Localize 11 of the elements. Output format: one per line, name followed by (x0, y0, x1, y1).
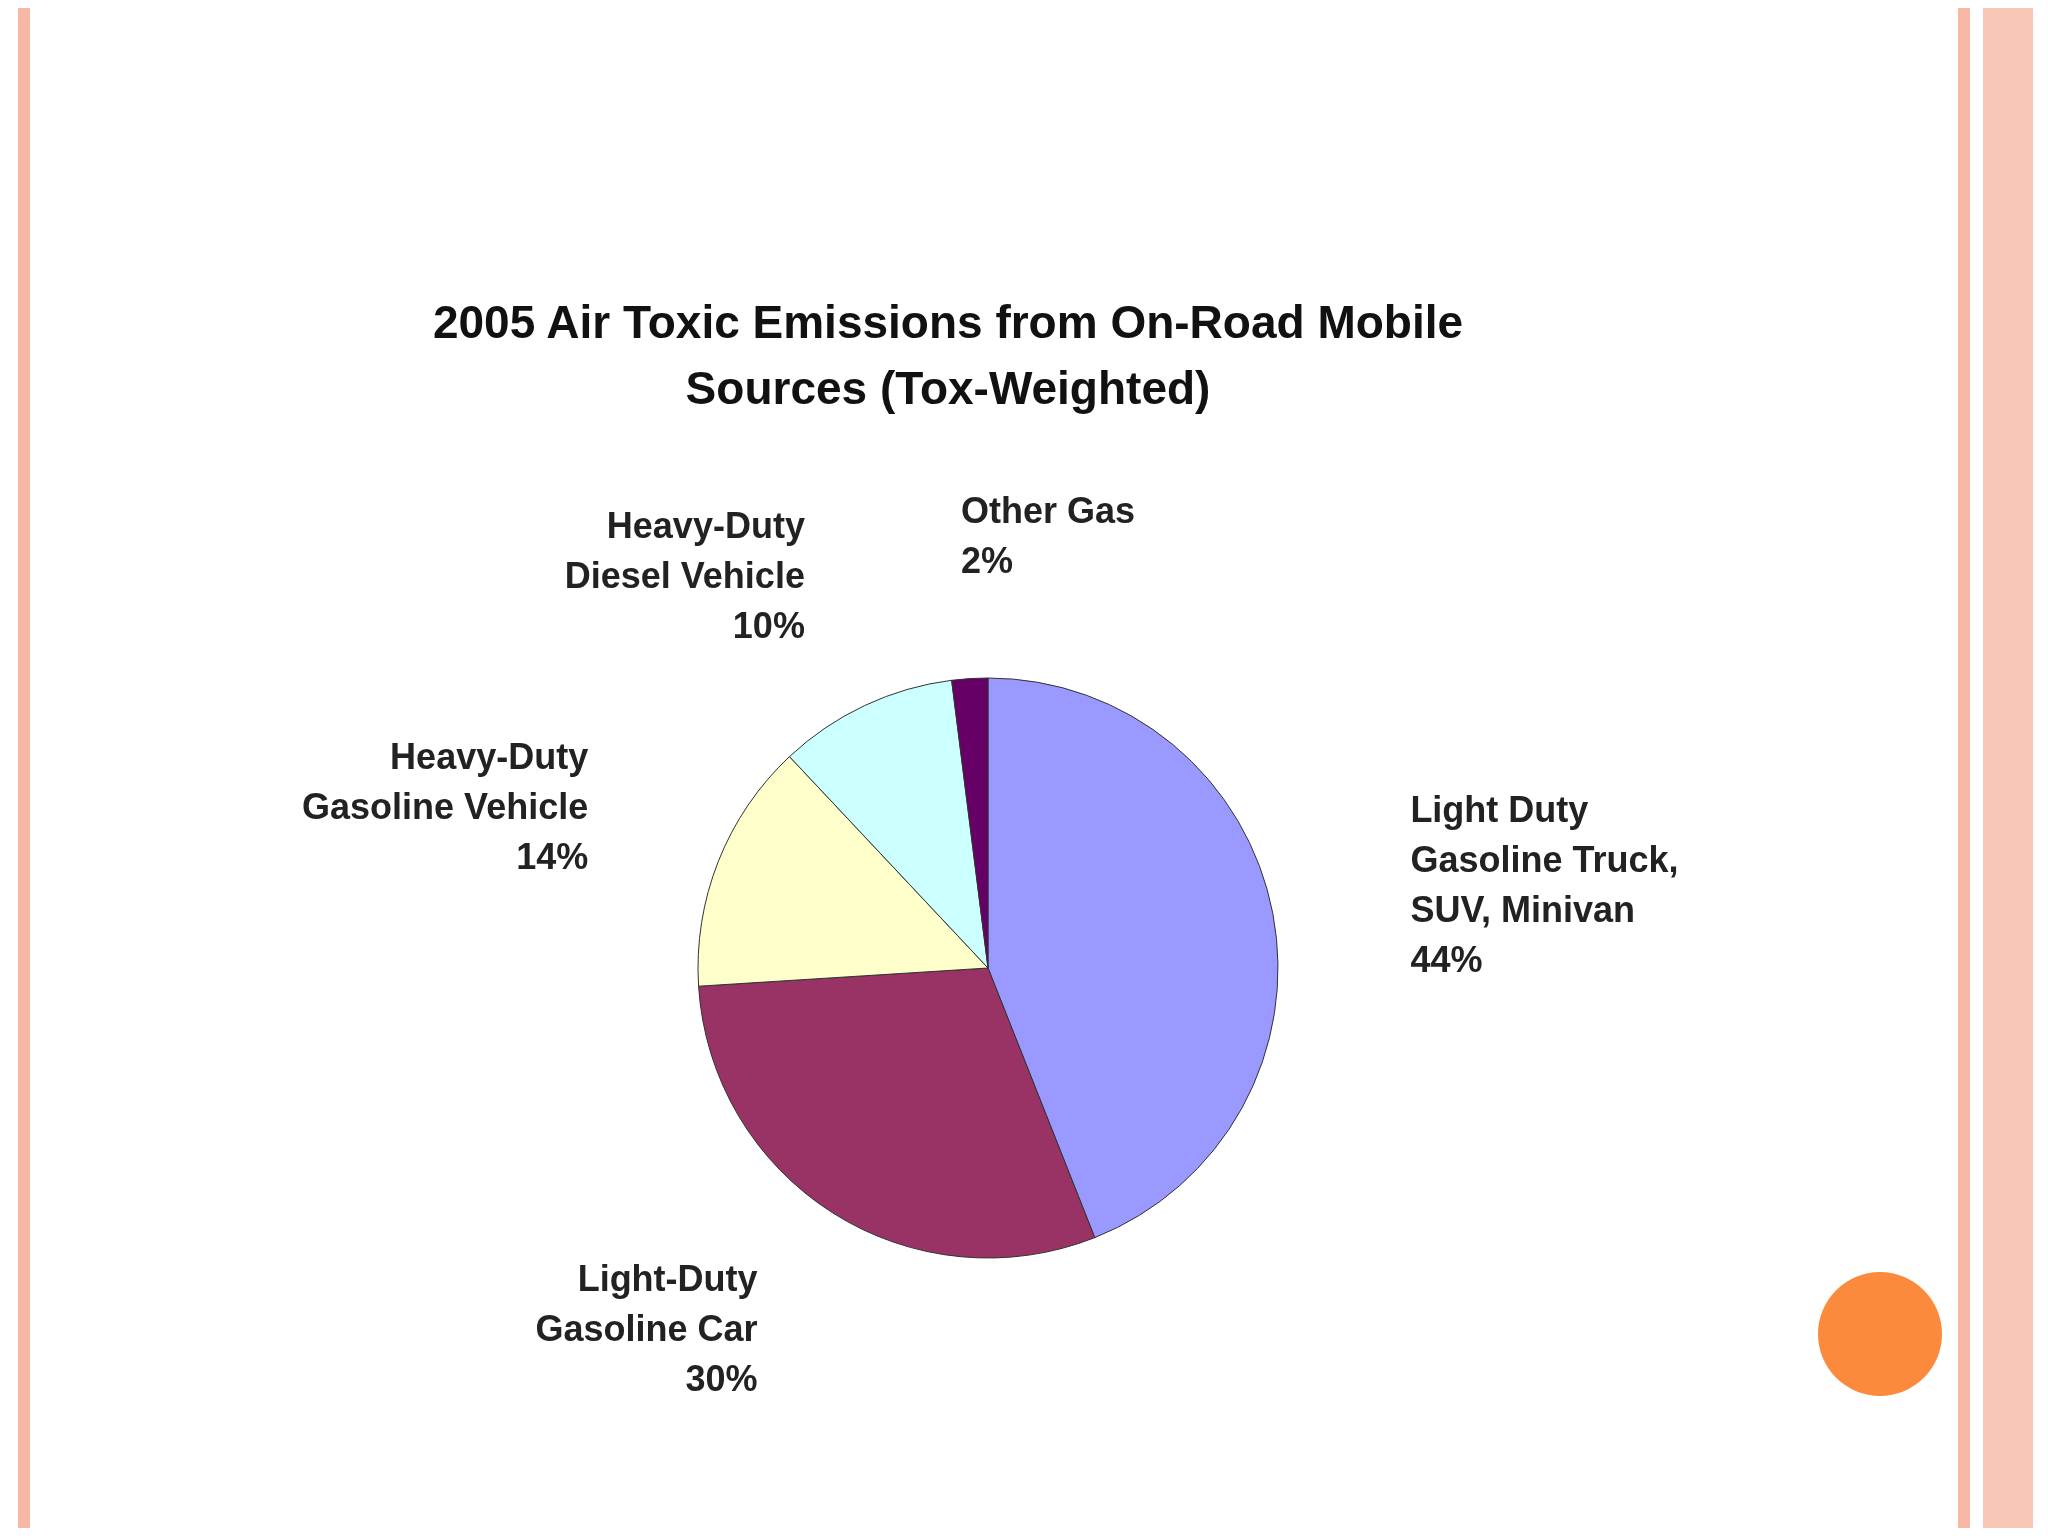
slice-label: Heavy-Duty Diesel Vehicle (564, 505, 805, 597)
slice-label: Light-Duty Gasoline Car (535, 1257, 758, 1349)
data-label: 10% (732, 605, 805, 647)
data-label: 30% (685, 1357, 758, 1399)
data-label: 2% (961, 540, 1014, 582)
slice-label: Heavy-Duty Gasoline Vehicle (302, 736, 589, 828)
slice-label: Other Gas (961, 490, 1136, 532)
data-label: 44% (1410, 938, 1483, 980)
slice-label: Light Duty Gasoline Truck, SUV, Minivan (1410, 788, 1679, 930)
data-label: 14% (516, 836, 589, 878)
chart-title: 2005 Air Toxic Emissions from On-Road Mobile Sources (Tox-Weighted) (432, 296, 1464, 414)
